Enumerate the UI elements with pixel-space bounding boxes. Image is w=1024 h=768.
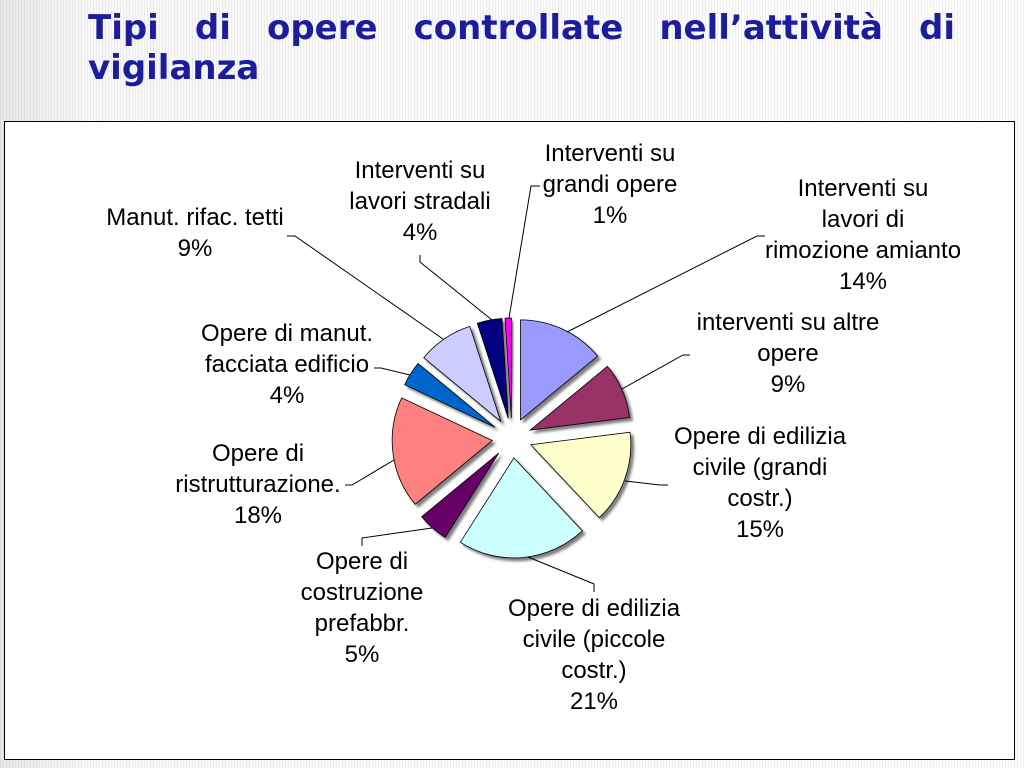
pie-slice [520,319,599,421]
slice-label-line: Opere di [316,548,408,575]
pie-slices [391,317,632,559]
leader-line [287,235,444,340]
slice-label: interventi su altre opere 9% [697,309,880,398]
slide-title: Tipi di opere controllate nell’attività … [88,8,955,88]
slice-label: Opere di edilizia civile (piccole costr.) 2… [508,595,681,715]
slice-label: Opere di edilizia civile (grandi costr.) 15… [674,423,847,543]
slice-label-line: Interventi su [545,140,676,167]
slice-label-line: Interventi su [798,175,929,202]
slice-label: Opere di manut. facciata edificio 4% [201,320,373,409]
slice-value-label: 9% [771,371,806,398]
leader-line [566,235,765,333]
slice-value-label: 18% [234,502,282,529]
slice-label-line: grandi opere [543,171,678,198]
pie-slice [423,325,502,423]
pie-slice [504,317,512,419]
pie-slice [459,457,583,559]
pie-slice [476,318,509,419]
slice-label-line: Opere di [212,440,304,467]
slice-label-line: rimozione amianto [765,237,961,264]
slice-label-line: Opere di edilizia [674,423,847,450]
pie-slice [391,397,493,505]
leader-line [345,459,395,486]
slice-label: Opere di ristrutturazione. 18% [175,440,340,529]
slice-label: Interventi su lavori di rimozione amianto 1… [765,175,961,295]
slice-label-line: Interventi su [355,157,486,184]
slice-label: Manut. rifac. tetti 9% [106,204,283,262]
slice-label-line: costr.) [727,485,792,512]
slice-label-line: civile (grandi [693,454,828,481]
leader-line [374,367,411,376]
leader-line [361,527,433,546]
pie-slice [421,452,500,538]
slice-label: Interventi su grandi opere 1% [543,140,678,229]
slice-label-line: Opere di manut. [201,320,373,347]
leader-line [419,255,493,321]
slice-value-label: 1% [593,202,628,229]
slice-label-line: ristrutturazione. [175,471,340,498]
leader-line [508,185,540,319]
slice-value-label: 4% [270,382,305,409]
leader-line [624,480,668,486]
slice-value-label: 21% [570,688,618,715]
pie-slice [404,362,496,428]
slice-label-line: opere [757,340,818,367]
slice-label-line: lavori stradali [349,188,490,215]
chart-frame [4,121,1015,760]
slice-label-line: civile (piccole [523,626,666,653]
slice-labels: Interventi su lavori di rimozione amianto 1… [106,140,961,715]
slice-label-line: costr.) [561,657,626,684]
slice-label-line: lavori di [822,206,905,233]
slice-label-line: prefabbr. [315,610,410,637]
slice-label: Opere di costruzione prefabbr. 5% [301,548,424,668]
slice-value-label: 5% [345,641,380,668]
slice-value-label: 4% [403,219,438,246]
slice-label-line: interventi su altre [697,309,880,336]
leader-lines [287,185,765,592]
pie-slice [529,431,632,519]
slice-label: Interventi su lavori stradali 4% [349,157,490,246]
pie-slice [529,365,631,431]
slice-value-label: 14% [839,268,887,295]
leader-line [621,354,690,390]
slice-label-line: costruzione [301,579,424,606]
slice-label-line: Manut. rifac. tetti [106,204,283,231]
leader-line [527,556,595,592]
slice-value-label: 9% [178,235,213,262]
slice-label-line: facciata edificio [205,351,369,378]
slice-value-label: 15% [736,516,784,543]
slice-label-line: Opere di edilizia [508,595,681,622]
